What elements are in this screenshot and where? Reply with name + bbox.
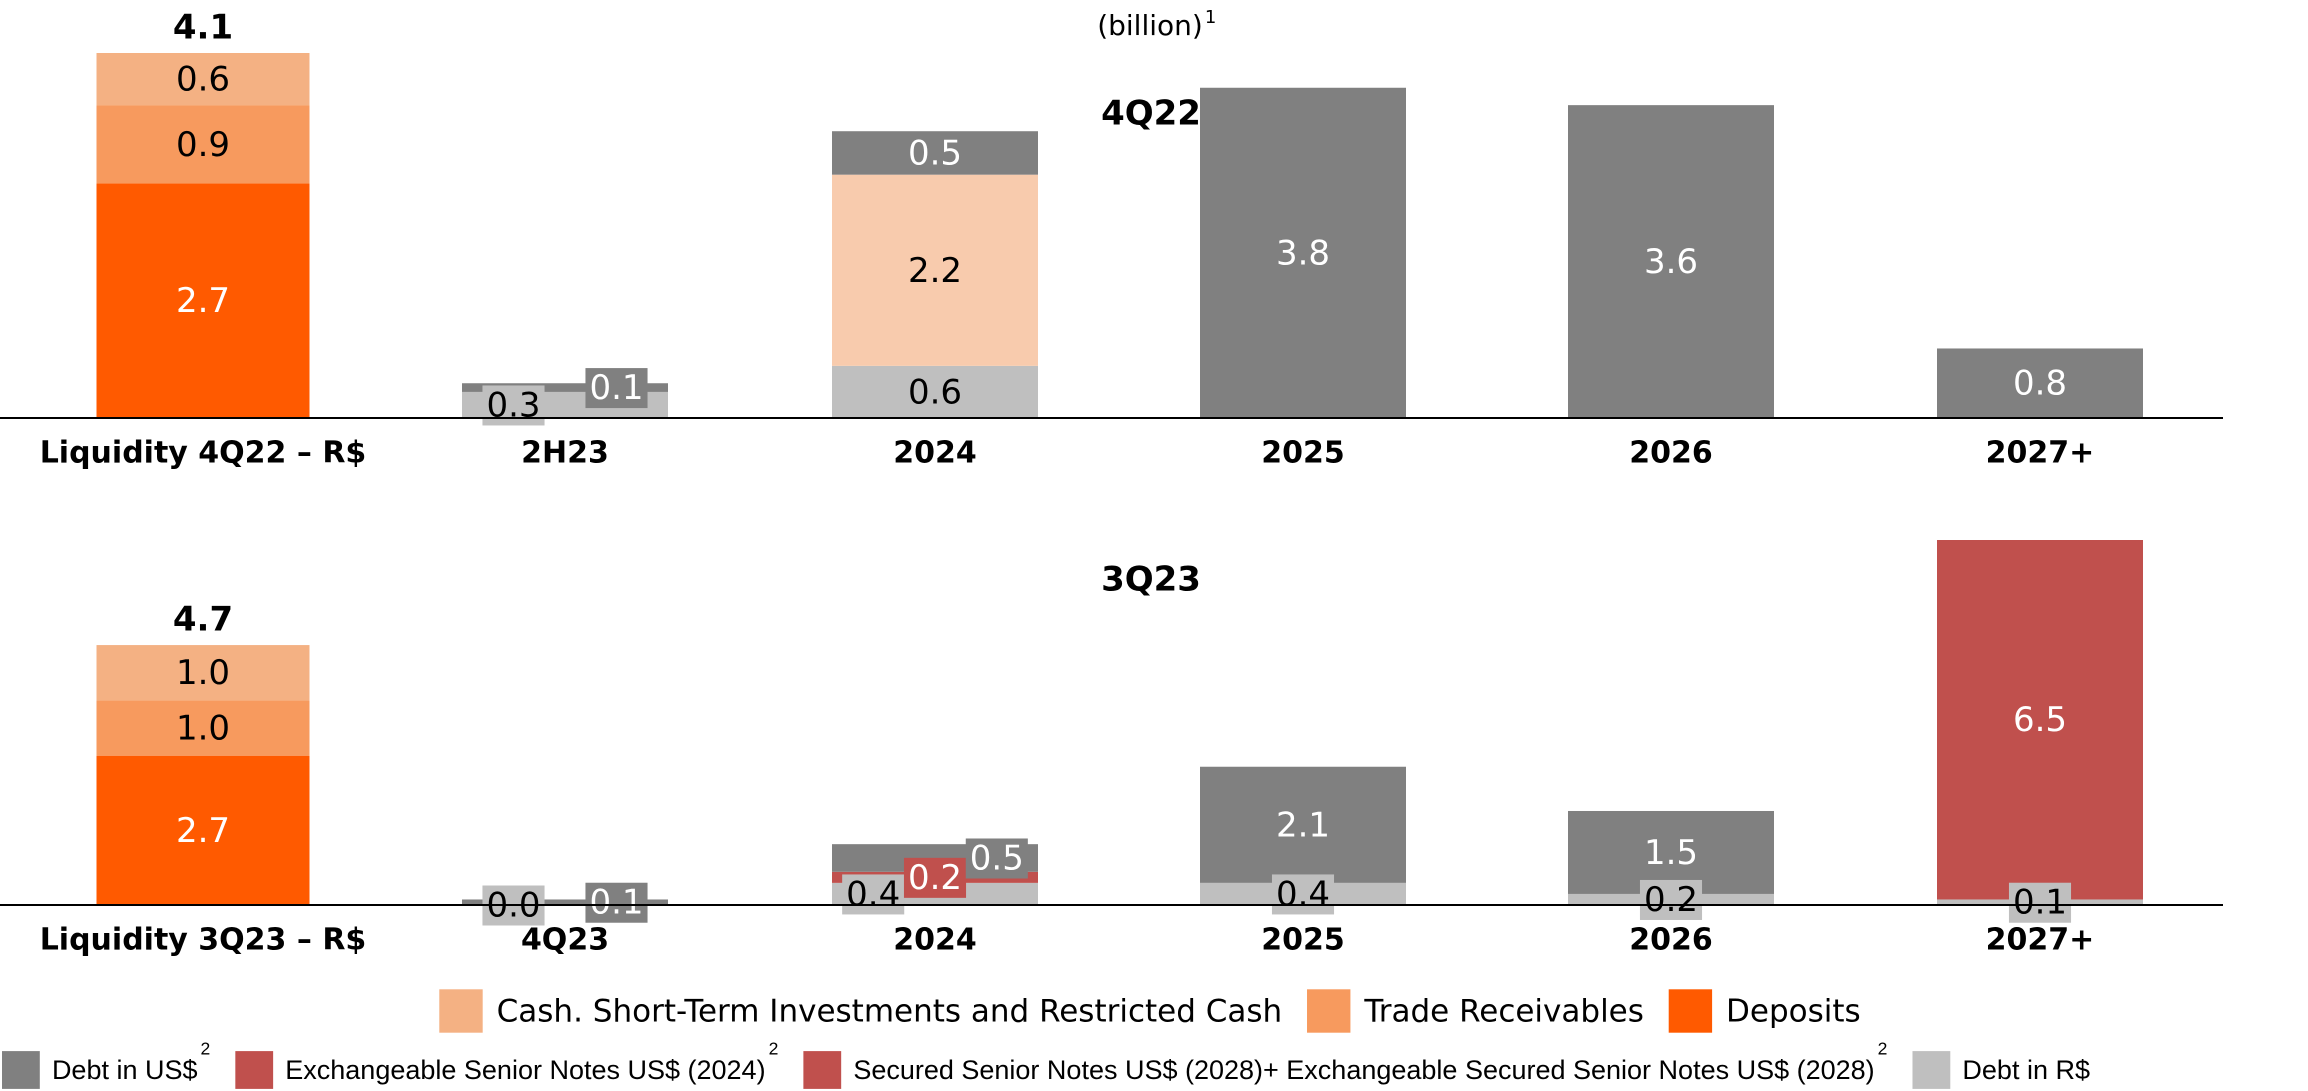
data-label-box	[1271, 874, 1335, 915]
legend-note: 2	[201, 1038, 211, 1058]
subtitle-note: 1	[1205, 7, 1216, 28]
bar-segment	[1568, 105, 1774, 419]
panel-title: 3Q23	[1101, 560, 1201, 600]
panel-title: 4Q22	[1101, 94, 1201, 134]
x-tick-label: Liquidity 3Q23 – R$	[40, 923, 367, 958]
legend-label: Trade Receivables	[1363, 994, 1644, 1030]
x-tick-label: 2026	[1629, 923, 1713, 958]
x-tick-label: 2027+	[1986, 436, 2095, 471]
data-label: 3.6	[1644, 242, 1698, 282]
data-label-box	[842, 874, 905, 915]
legend-note: 2	[1878, 1038, 1888, 1058]
data-label: 2.7	[176, 281, 230, 321]
legend-label: Debt in US$	[52, 1055, 198, 1085]
data-label: 0.8	[2013, 364, 2067, 404]
legend-label: Debt in R$	[1962, 1055, 2090, 1085]
data-label-box	[1639, 879, 1703, 920]
data-label: 2.2	[908, 251, 962, 291]
x-tick-label: 2025	[1261, 923, 1345, 958]
data-label: 0.1	[589, 368, 643, 408]
data-label: 0.4	[846, 874, 900, 914]
data-label: 0.4	[1276, 874, 1330, 914]
x-tick-label: 2024	[893, 436, 977, 471]
chart-subtitle: (billion)	[1097, 9, 1203, 42]
legend-swatch	[439, 989, 483, 1033]
legend-swatch	[2, 1051, 40, 1089]
data-label-box	[903, 857, 967, 898]
data-label: 0.6	[176, 60, 230, 100]
labels: 2.7 0.9 0.6 0.3 0.1 0.6 2.2 0.5 3.8 3.6 0.8	[176, 60, 2067, 426]
data-label: 0.9	[176, 125, 230, 165]
data-label: 0.6	[908, 372, 962, 412]
legend-label: Cash. Short-Term Investments and Restric…	[497, 994, 1283, 1030]
data-label: 0.3	[486, 385, 540, 425]
total-label: 4.1	[173, 8, 233, 48]
bar-segment	[1937, 540, 2143, 900]
labels: 2.71.01.00.0 0.1 0.4 0.2 0.50.42.10.21.50.16…	[176, 653, 2072, 926]
legend-swatch	[803, 1051, 842, 1089]
legend-label: Exchangeable Senior Notes US$ (2024)	[285, 1055, 765, 1085]
data-label-box	[965, 838, 1028, 879]
data-label: 0.5	[908, 133, 962, 173]
data-label-box	[585, 368, 648, 409]
bar-segment	[1200, 766, 1406, 883]
data-label: 2.1	[1276, 805, 1330, 845]
bar-segment	[96, 183, 310, 418]
data-label: 1.5	[1644, 833, 1698, 873]
x-tick-label: 4Q23	[521, 923, 609, 958]
data-label-box	[585, 882, 648, 923]
legend-label: Secured Senior Notes US$ (2028)+ Exchang…	[853, 1055, 1874, 1085]
data-label: 1.0	[176, 653, 230, 693]
data-label: 0.1	[2013, 883, 2067, 923]
bar-segment	[96, 53, 310, 106]
total-label: 4.7	[173, 600, 233, 640]
data-label: 6.5	[2013, 700, 2067, 740]
legend-label: Deposits	[1726, 994, 1861, 1030]
data-label: 1.0	[176, 709, 230, 749]
x-tick-label: 2H23	[521, 436, 609, 471]
bar-segment	[96, 105, 310, 184]
data-label: 2.7	[176, 811, 230, 851]
x-tick-label: 2025	[1261, 436, 1345, 471]
legend-note: 2	[769, 1038, 779, 1058]
bar-segment	[96, 755, 310, 905]
bar-segment	[832, 365, 1038, 418]
bar-segment	[1937, 348, 2143, 418]
data-label-box	[2008, 882, 2072, 923]
bar-segment	[96, 645, 310, 701]
x-tick-label: 2026	[1629, 436, 1713, 471]
legend-row: Cash. Short-Term Investments and Restric…	[439, 989, 1861, 1033]
legend-swatch	[235, 1051, 274, 1089]
x-tick-label: 2027+	[1986, 923, 2095, 958]
data-label: 0.1	[589, 883, 643, 923]
bar-segment	[1200, 87, 1406, 418]
x-tick-label: 2024	[893, 923, 977, 958]
legend-swatch	[1307, 989, 1351, 1033]
bar-segment	[462, 383, 668, 392]
data-label: 0.5	[970, 838, 1024, 878]
bar-segment	[462, 899, 668, 905]
legend-swatch	[1912, 1051, 1951, 1089]
x-tick-label: Liquidity 4Q22 – R$	[40, 436, 367, 471]
legend-swatch	[1668, 989, 1713, 1033]
bar-segment	[96, 700, 310, 756]
data-label: 0.2	[908, 858, 962, 898]
bar-segment	[832, 131, 1038, 175]
data-label: 3.8	[1276, 233, 1330, 273]
data-label: 0.2	[1644, 880, 1698, 920]
bar-segment	[832, 174, 1038, 366]
